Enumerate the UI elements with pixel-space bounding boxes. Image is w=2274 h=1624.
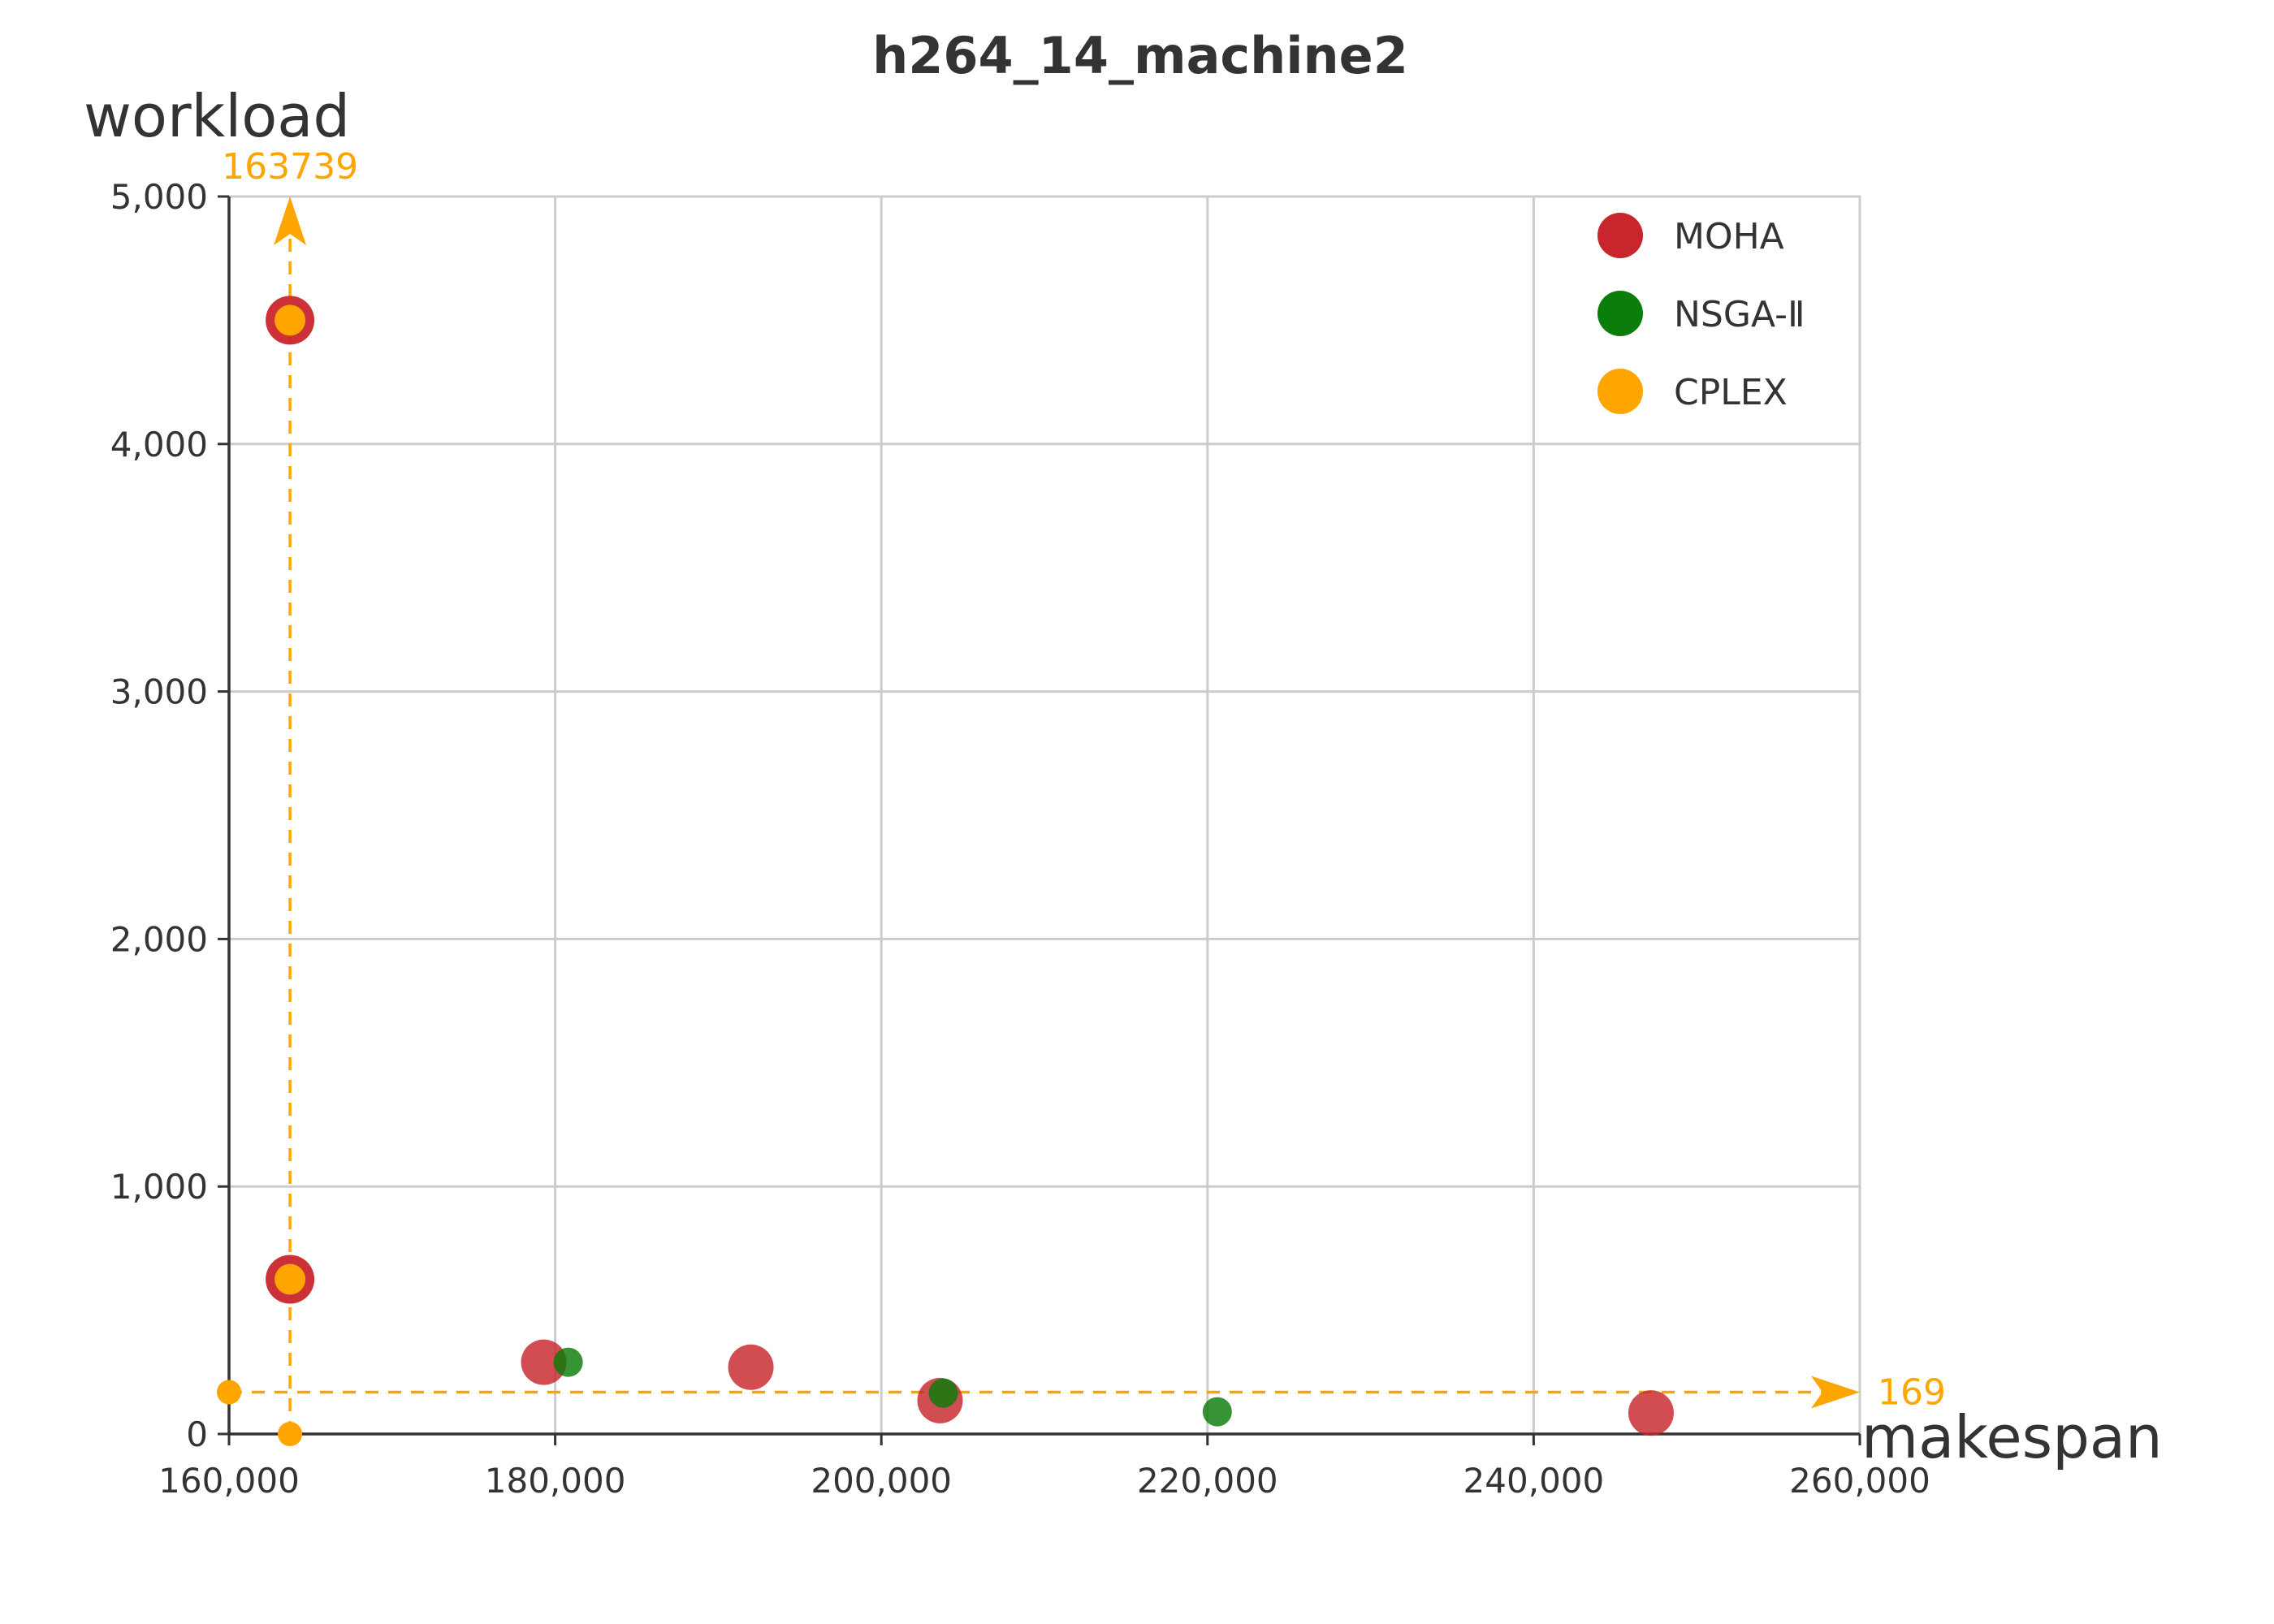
x-axis-label: makespan bbox=[1861, 1403, 2163, 1471]
nsga-point bbox=[553, 1347, 583, 1377]
nsga-point bbox=[1202, 1397, 1232, 1427]
legend-label-cplex: CPLEX bbox=[1674, 372, 1788, 413]
legend: MOHA NSGA-Ⅱ CPLEX bbox=[1597, 213, 1805, 414]
grid-lines bbox=[229, 197, 1860, 1434]
cplex-point bbox=[275, 1263, 306, 1295]
y-axis-label: workload bbox=[84, 82, 350, 150]
horizontal-arrow-head bbox=[1811, 1376, 1860, 1409]
cplex-point bbox=[275, 304, 306, 336]
nsga-point bbox=[928, 1378, 958, 1408]
x-tick-label: 220,000 bbox=[1137, 1461, 1278, 1501]
vertical-arrow-head bbox=[274, 197, 307, 245]
moha-point bbox=[1628, 1390, 1674, 1436]
y-tick-label: 5,000 bbox=[110, 177, 208, 217]
x-tick-label: 240,000 bbox=[1463, 1461, 1605, 1501]
legend-label-nsga: NSGA-Ⅱ bbox=[1674, 294, 1805, 335]
axis-ticks: 160,000 180,000 200,000 220,000 240,000 260,0… bbox=[110, 177, 1930, 1501]
y-tick-label: 0 bbox=[186, 1415, 208, 1454]
horizontal-reference-label: 169 bbox=[1878, 1371, 1946, 1413]
x-tick-label: 160,000 bbox=[158, 1461, 300, 1501]
vertical-reference-start-dot bbox=[278, 1422, 303, 1446]
data-points bbox=[266, 296, 1674, 1436]
vertical-reference-label: 163739 bbox=[222, 146, 358, 188]
y-tick-label: 2,000 bbox=[110, 919, 208, 959]
x-tick-label: 200,000 bbox=[811, 1461, 952, 1501]
x-tick-label: 260,000 bbox=[1789, 1461, 1930, 1501]
legend-label-moha: MOHA bbox=[1674, 216, 1784, 257]
moha-point bbox=[521, 1339, 567, 1385]
y-tick-label: 1,000 bbox=[110, 1167, 208, 1207]
x-tick-label: 180,000 bbox=[485, 1461, 626, 1501]
legend-marker-moha bbox=[1597, 213, 1643, 258]
horizontal-reference-start-dot bbox=[217, 1380, 241, 1405]
reference-lines: 163739 169 bbox=[217, 146, 1946, 1446]
legend-marker-nsga bbox=[1597, 291, 1643, 336]
moha-point bbox=[728, 1344, 774, 1390]
legend-marker-cplex bbox=[1597, 369, 1643, 414]
y-tick-label: 4,000 bbox=[110, 425, 208, 464]
y-tick-label: 3,000 bbox=[110, 672, 208, 712]
chart-title: h264_14_machine2 bbox=[872, 26, 1408, 85]
